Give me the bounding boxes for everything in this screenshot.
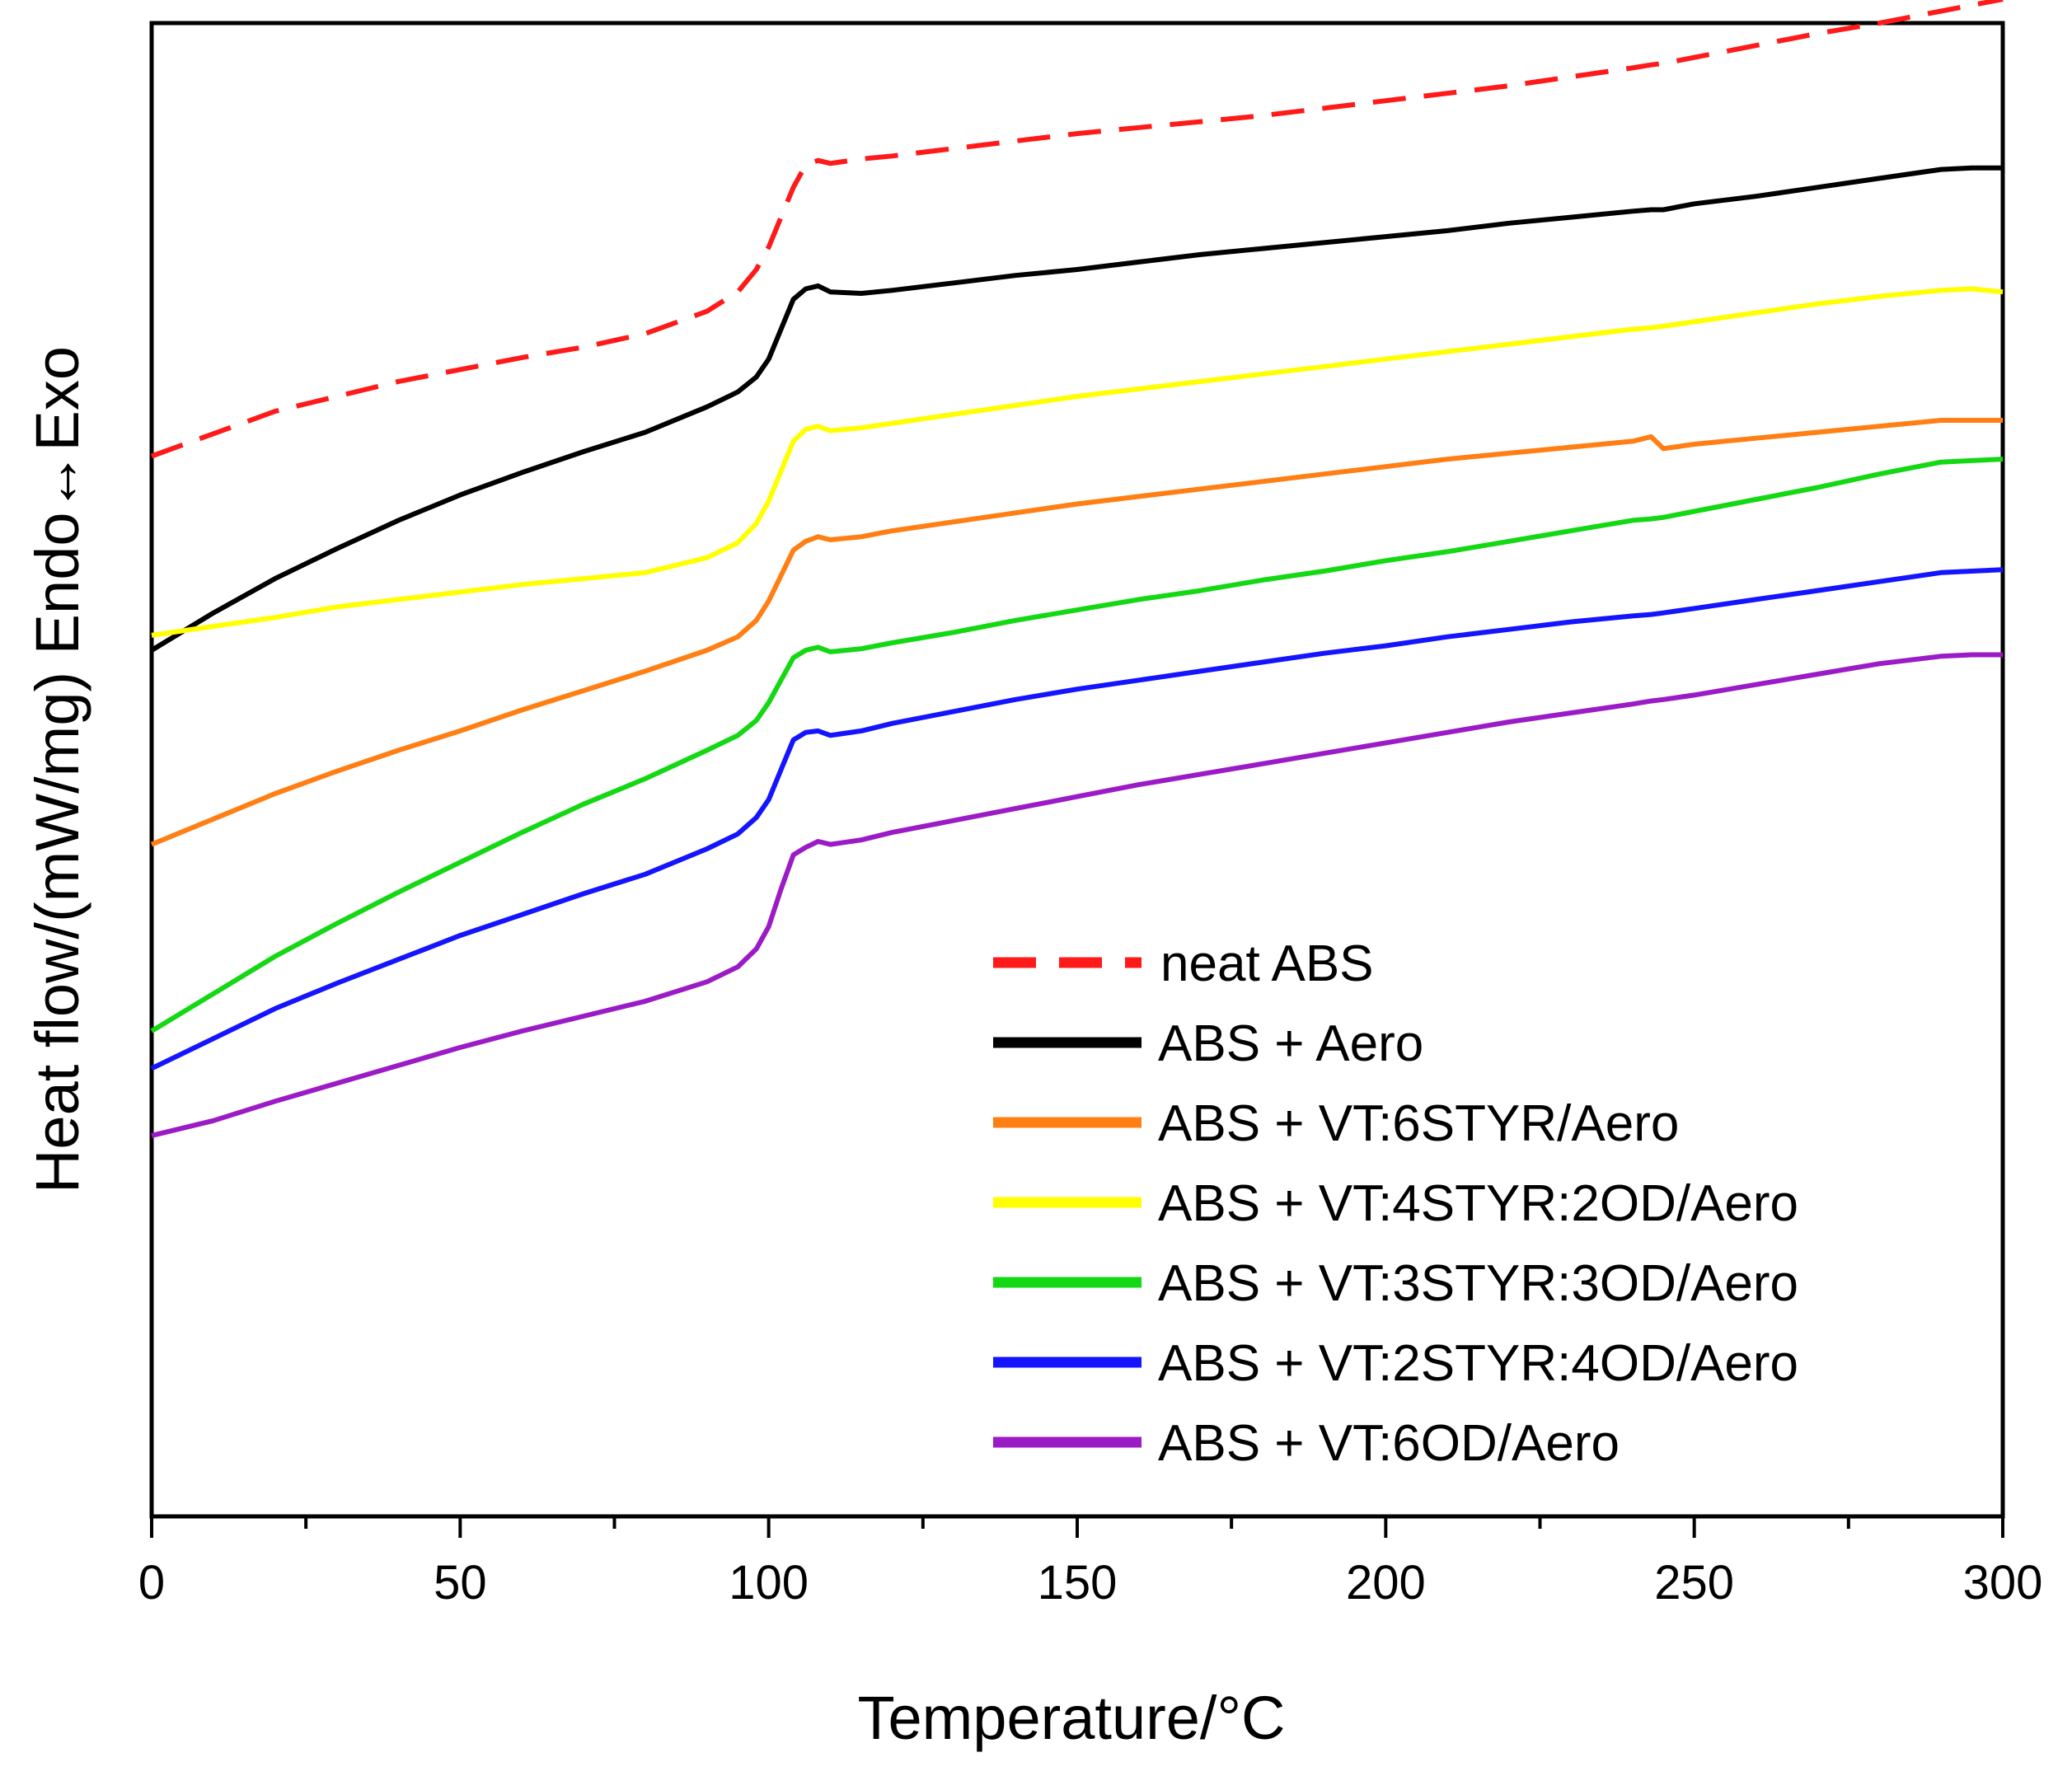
series-line [150, 0, 2004, 459]
x-axis-ticks: 0 50 100 150 200 250 300 [138, 1516, 2043, 1610]
x-tick-label: 200 [1346, 1556, 1426, 1610]
x-tick-label: 50 [434, 1556, 487, 1610]
x-axis-label: Temperature/°C [857, 1684, 1285, 1752]
legend-label: ABS + VT:2STYR:4OD/Aero [1158, 1335, 1798, 1392]
series-curves [150, 0, 2004, 1138]
legend-label: ABS + Aero [1158, 1015, 1423, 1072]
x-tick-label: 150 [1038, 1556, 1118, 1610]
x-tick-label: 250 [1654, 1556, 1734, 1610]
series-line [151, 286, 2004, 638]
series-line [150, 457, 2004, 1033]
series-line [151, 652, 2003, 1138]
legend-label: ABS + VT:4STYR:2OD/Aero [1158, 1175, 1798, 1232]
x-tick-label: 300 [1963, 1556, 2043, 1610]
legend-label: ABS + VT:6OD/Aero [1158, 1415, 1620, 1472]
legend-label: ABS + VT:3STYR:3OD/Aero [1158, 1255, 1798, 1312]
x-tick-label: 0 [138, 1556, 165, 1610]
legend: neat ABS ABS + Aero ABS + VT:6STYR/Aero ABS… [993, 935, 1798, 1472]
series-line [150, 567, 2004, 1071]
x-tick-label: 100 [729, 1556, 809, 1610]
series-line [150, 165, 2003, 653]
y-axis-label: Heat flow/(mW/mg) Endo↔Exo [23, 346, 91, 1193]
legend-label: ABS + VT:6STYR/Aero [1158, 1095, 1679, 1152]
legend-label: neat ABS [1160, 935, 1374, 992]
series-line [150, 418, 2003, 847]
